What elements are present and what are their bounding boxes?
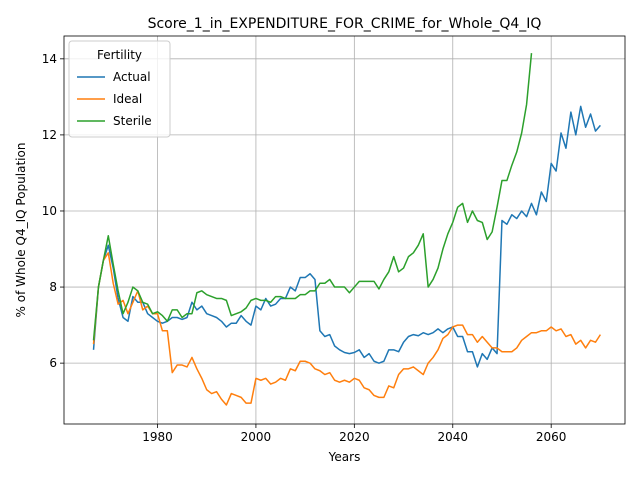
y-tick-label: 12: [42, 128, 57, 142]
x-tick-label: 2000: [241, 430, 272, 444]
y-tick-label: 14: [42, 52, 57, 66]
series-line-actual: [92, 105, 601, 368]
x-tick-label: 2020: [339, 430, 370, 444]
axis-ticks: 1980 2000 2020 2040 2060 6 8 10 12 14: [42, 52, 567, 444]
legend-label-actual: Actual: [113, 70, 151, 84]
plot-area-frame: [63, 35, 626, 425]
legend-label-sterile: Sterile: [113, 114, 152, 128]
y-tick-label: 10: [42, 204, 57, 218]
y-tick-label: 6: [49, 356, 57, 370]
legend-items: Actual Ideal Sterile: [77, 70, 152, 128]
y-tick-label: 8: [49, 280, 57, 294]
x-tick-label: 1980: [142, 430, 173, 444]
legend-title: Fertility: [97, 48, 142, 62]
series-lines: [92, 53, 602, 406]
series-line-sterile: [92, 53, 533, 341]
legend: Fertility Actual Ideal Sterile: [68, 40, 171, 138]
legend-label-ideal: Ideal: [113, 92, 142, 106]
legend-box: [68, 40, 171, 138]
x-tick-label: 2040: [437, 430, 468, 444]
x-axis-label: Years: [328, 450, 361, 464]
series-line-ideal: [92, 252, 602, 406]
y-axis-label: % of Whole Q4_IQ Population: [14, 143, 28, 318]
chart-title: Score_1_in_EXPENDITURE_FOR_CRIME_for_Who…: [148, 16, 542, 32]
x-tick-label: 2060: [536, 430, 567, 444]
